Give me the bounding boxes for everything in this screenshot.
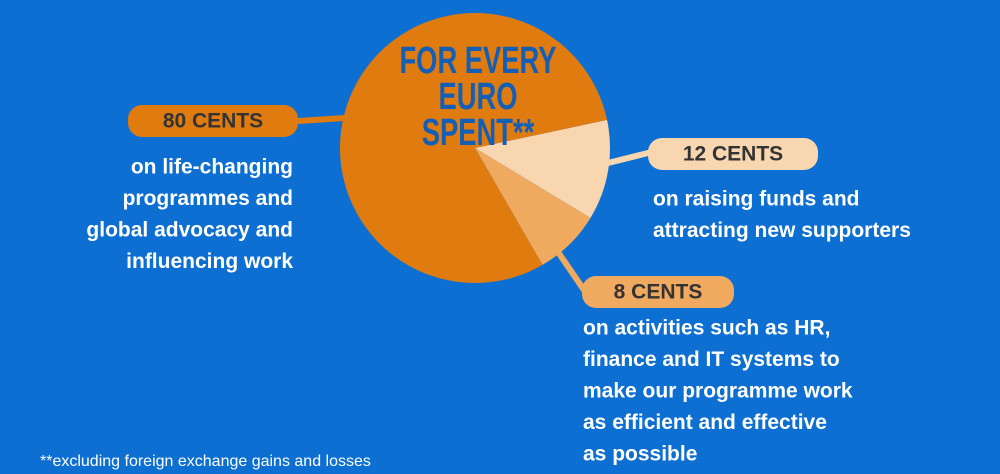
description: make our programme work	[583, 380, 853, 403]
connector	[601, 150, 651, 167]
description: as possible	[583, 443, 697, 466]
value-label: 8 CENTS	[614, 281, 703, 304]
pie-slice	[339, 12, 608, 283]
connector	[555, 249, 587, 293]
description: on raising funds and	[653, 188, 860, 211]
value-label: 80 CENTS	[163, 110, 263, 133]
footnote: **excluding foreign exchange gains and l…	[40, 453, 371, 470]
description: programmes and	[123, 187, 293, 210]
description: as efficient and effective	[583, 411, 827, 434]
description: on activities such as HR,	[583, 317, 830, 340]
description: on life-changing	[131, 156, 293, 179]
label-pill	[648, 138, 818, 170]
chart-title: FOR EVERY	[399, 40, 556, 82]
label-pill	[128, 105, 298, 137]
chart-title: EURO	[438, 76, 517, 118]
chart-title: SPENT**	[422, 112, 535, 154]
pie-slice	[475, 148, 591, 265]
connector	[295, 115, 348, 124]
description: finance and IT systems to	[583, 348, 840, 371]
label-pill	[582, 276, 734, 308]
description: influencing work	[126, 250, 293, 273]
description: attracting new supporters	[653, 219, 911, 242]
value-label: 12 CENTS	[683, 143, 783, 166]
pie-slice	[475, 119, 610, 218]
description: global advocacy and	[86, 219, 293, 242]
